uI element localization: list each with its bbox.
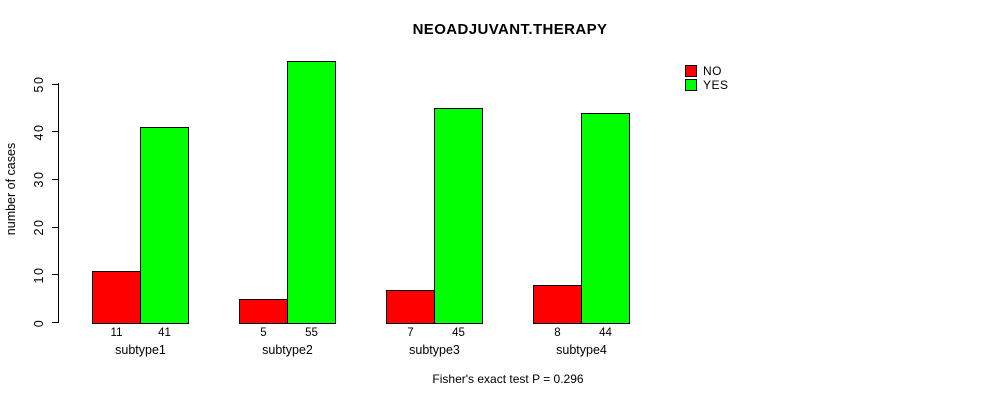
y-axis-tick: [52, 131, 58, 133]
legend-label: NO: [703, 64, 722, 78]
x-tick-label: subtype2: [262, 343, 313, 357]
bar-yes-subtype3: [434, 107, 483, 324]
y-tick-label: 0: [32, 318, 46, 327]
y-axis-tick: [52, 226, 58, 228]
bar-value-label: 5: [260, 327, 267, 339]
y-tick-label: 10: [32, 266, 46, 284]
legend-label: YES: [703, 78, 729, 92]
legend-item-no: NO: [685, 64, 729, 78]
chart-title: NEOADJUVANT.THERAPY: [412, 21, 608, 38]
bar-value-label: 8: [554, 327, 561, 339]
bar-yes-subtype4: [581, 112, 630, 324]
y-axis-label: number of cases: [4, 142, 18, 236]
y-tick-label: 30: [32, 170, 46, 188]
y-tick-label: 50: [32, 75, 46, 93]
bar-no-subtype1: [92, 270, 141, 324]
y-axis-tick: [52, 274, 58, 276]
x-tick-label: subtype1: [115, 343, 166, 357]
bar-yes-subtype2: [287, 60, 336, 324]
bar-value-label: 7: [407, 327, 414, 339]
bar-value-label: 11: [110, 327, 123, 339]
legend-swatch-icon: [685, 65, 697, 77]
y-tick-label: 40: [32, 123, 46, 141]
y-tick-label: 20: [32, 218, 46, 236]
bar-no-subtype4: [533, 284, 582, 324]
legend-swatch-icon: [685, 79, 697, 91]
bar-no-subtype3: [386, 289, 435, 324]
bar-no-subtype2: [239, 298, 288, 324]
legend: NO YES: [685, 64, 729, 92]
legend-item-yes: YES: [685, 78, 729, 92]
annotation-text: Fisher's exact test P = 0.296: [432, 372, 584, 386]
bar-value-label: 55: [305, 327, 318, 339]
y-axis-tick: [52, 322, 58, 323]
x-tick-label: subtype4: [556, 343, 607, 357]
y-axis-line: [58, 83, 59, 323]
bar-value-label: 45: [452, 327, 465, 339]
bar-value-label: 44: [599, 327, 612, 339]
bar-value-label: 41: [158, 327, 171, 339]
y-axis-tick: [52, 178, 58, 180]
x-tick-label: subtype3: [409, 343, 460, 357]
bar-yes-subtype1: [140, 126, 189, 324]
y-axis-tick: [52, 83, 58, 85]
